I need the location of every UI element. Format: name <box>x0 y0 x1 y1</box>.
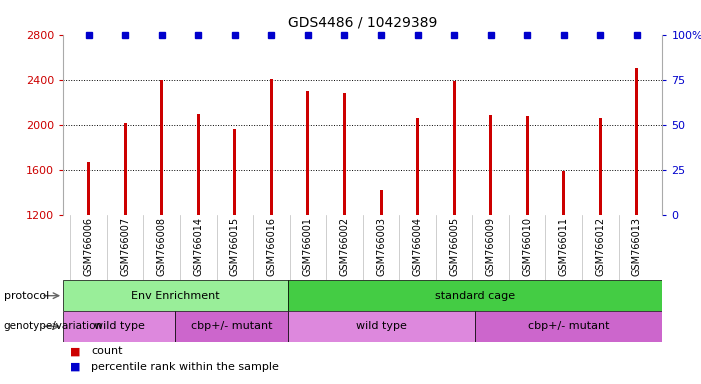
Bar <box>635 68 639 350</box>
Bar <box>124 122 127 350</box>
Bar <box>526 116 529 350</box>
Text: GSM766011: GSM766011 <box>559 217 569 276</box>
Bar <box>562 171 565 350</box>
Bar <box>161 80 163 350</box>
Bar <box>233 129 236 350</box>
Bar <box>63 280 288 311</box>
Text: cbp+/- mutant: cbp+/- mutant <box>528 321 610 331</box>
Text: GSM766016: GSM766016 <box>266 217 276 276</box>
Text: GSM766012: GSM766012 <box>595 217 606 276</box>
Text: GSM766007: GSM766007 <box>120 217 130 276</box>
Text: GSM766002: GSM766002 <box>339 217 350 276</box>
Text: wild type: wild type <box>356 321 407 331</box>
Text: Env Enrichment: Env Enrichment <box>131 291 220 301</box>
Bar <box>489 115 492 350</box>
Text: wild type: wild type <box>94 321 144 331</box>
Text: GSM766003: GSM766003 <box>376 217 386 276</box>
Text: percentile rank within the sample: percentile rank within the sample <box>91 362 279 372</box>
Text: GSM766001: GSM766001 <box>303 217 313 276</box>
Bar <box>87 162 90 350</box>
Bar <box>175 311 288 342</box>
Text: GSM766015: GSM766015 <box>230 217 240 276</box>
Text: GSM766006: GSM766006 <box>83 217 94 276</box>
Title: GDS4486 / 10429389: GDS4486 / 10429389 <box>288 15 437 29</box>
Bar <box>63 311 175 342</box>
Bar <box>599 118 601 350</box>
Bar <box>197 114 200 350</box>
Text: GSM766014: GSM766014 <box>193 217 203 276</box>
Bar <box>475 311 662 342</box>
Bar <box>379 190 383 350</box>
Text: GSM766004: GSM766004 <box>413 217 423 276</box>
Text: GSM766008: GSM766008 <box>157 217 167 276</box>
Text: count: count <box>91 346 123 356</box>
Text: standard cage: standard cage <box>435 291 515 301</box>
Bar <box>270 79 273 350</box>
Bar <box>288 311 475 342</box>
Text: ■: ■ <box>70 346 81 356</box>
Text: cbp+/- mutant: cbp+/- mutant <box>191 321 273 331</box>
Text: protocol: protocol <box>4 291 49 301</box>
Text: GSM766013: GSM766013 <box>632 217 642 276</box>
Bar <box>416 118 419 350</box>
Text: GSM766005: GSM766005 <box>449 217 459 276</box>
Text: GSM766010: GSM766010 <box>522 217 532 276</box>
Bar <box>453 81 456 350</box>
Text: ■: ■ <box>70 362 81 372</box>
Bar <box>343 93 346 350</box>
Text: genotype/variation: genotype/variation <box>4 321 102 331</box>
Bar <box>306 91 309 350</box>
Text: GSM766009: GSM766009 <box>486 217 496 276</box>
Bar <box>288 280 662 311</box>
